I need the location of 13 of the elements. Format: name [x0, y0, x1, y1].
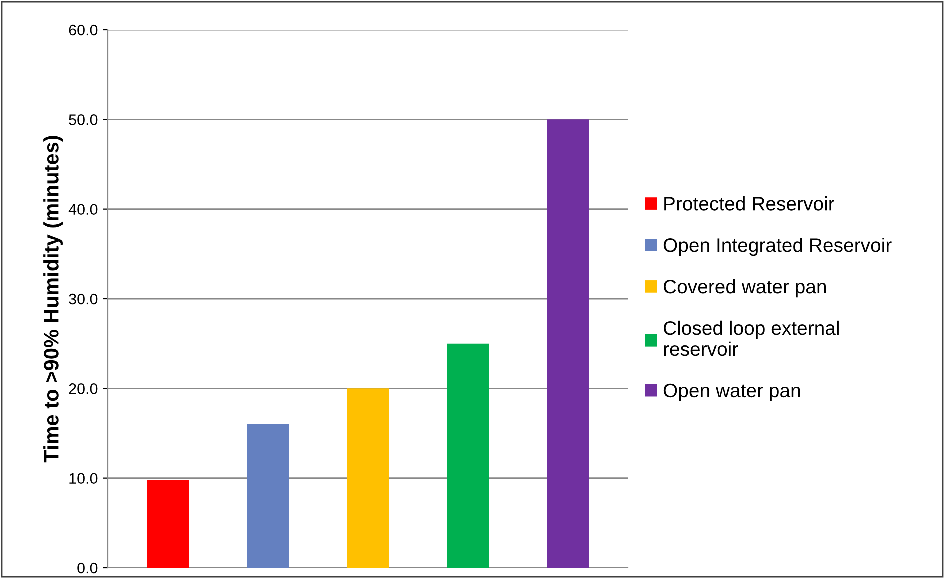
legend-label: Protected Reservoir: [664, 196, 835, 211]
legend-label: Closed loop external reservoir: [664, 320, 839, 356]
y-tick-label: 50.0: [69, 114, 98, 126]
y-tick-label: 0.0: [78, 562, 98, 574]
legend-label: Open Integrated Reservoir: [664, 238, 892, 256]
y-tick-label: 20.0: [69, 384, 98, 394]
y-tick-label: 40.0: [68, 204, 98, 216]
legend-label: Covered water pan: [664, 279, 826, 298]
y-tick-label: 30.0: [69, 294, 98, 305]
y-tick-label: 60.0: [69, 24, 98, 36]
y-axis-title: Time to >90% Humidity (minutes): [44, 136, 63, 463]
y-tick-label: 10.0: [70, 473, 98, 484]
legend-label: Open water pan: [664, 384, 800, 402]
